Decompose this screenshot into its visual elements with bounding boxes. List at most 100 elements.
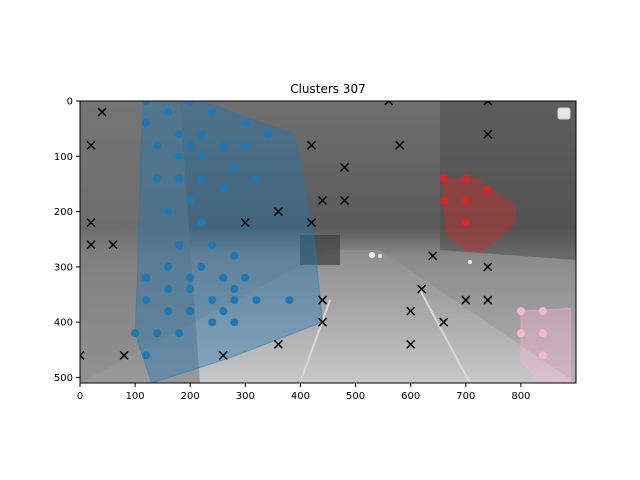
noise-point (483, 262, 493, 272)
noise-marker-stroke (218, 350, 228, 360)
noise-marker-stroke (483, 295, 493, 305)
cluster-2-point (439, 174, 448, 183)
noise-point (306, 218, 316, 228)
x-tick-label: 300 (236, 391, 255, 402)
cluster-1-point (164, 285, 173, 293)
cluster-1-point (175, 240, 184, 249)
noise-marker-stroke (384, 101, 390, 106)
noise-marker-stroke (86, 140, 96, 150)
cluster-1-point (164, 207, 173, 216)
cluster-1-point (230, 251, 239, 260)
noise-marker-stroke (486, 101, 493, 106)
cluster-1-point (164, 108, 173, 117)
noise-marker-stroke (428, 251, 438, 261)
cluster-1-point (131, 329, 140, 338)
cluster-1-point (230, 318, 239, 327)
cluster-1-point (197, 174, 206, 183)
cluster-2-point (483, 185, 492, 194)
x-tick-label: 200 (181, 391, 200, 402)
noise-point (395, 140, 405, 150)
cluster-1-point (175, 174, 184, 183)
cluster-1-point (285, 296, 294, 305)
noise-point (483, 295, 493, 305)
noise-marker-stroke (395, 140, 405, 150)
cluster-1-point (252, 174, 261, 183)
noise-marker-stroke (483, 129, 493, 139)
y-tick-label: 200 (54, 207, 73, 218)
noise-point (406, 306, 416, 316)
noise-point (86, 218, 96, 228)
noise-marker-stroke (306, 140, 316, 150)
noise-point (461, 295, 471, 305)
noise-marker-stroke (387, 101, 394, 106)
cluster-1-point (164, 262, 173, 271)
cluster-1-point (230, 285, 239, 293)
noise-marker-stroke (483, 262, 493, 272)
noise-point (417, 284, 427, 294)
noise-point (119, 350, 129, 360)
cluster-1-point (142, 273, 151, 282)
noise-point (340, 195, 350, 206)
chart-title: Clusters 307 (290, 82, 366, 96)
noise-point (273, 207, 283, 217)
cluster-1-point (197, 130, 206, 139)
cluster-1-point (241, 141, 250, 150)
cluster-1-point (197, 218, 206, 227)
noise-marker-stroke (317, 317, 328, 327)
noise-point (483, 101, 493, 106)
noise-marker-stroke (340, 162, 350, 172)
cluster-1-point (186, 196, 195, 205)
cluster-1-point (186, 101, 195, 105)
noise-point (97, 107, 107, 117)
noise-marker-stroke (80, 354, 85, 360)
cluster-1-point (208, 296, 217, 305)
noise-point (317, 195, 328, 206)
cluster-3-point (538, 329, 547, 338)
cluster-1-point (164, 307, 173, 316)
noise-marker-stroke (417, 284, 427, 294)
y-axis: 0 100 200 300 400 500 (54, 97, 80, 384)
cluster-1-point (263, 130, 272, 139)
cluster-1-point (219, 307, 228, 316)
plot-area (80, 101, 576, 383)
cluster-3-point (516, 329, 525, 338)
cluster-1-point (230, 163, 239, 172)
noise-point (86, 240, 96, 250)
cluster-1-point (186, 307, 195, 316)
cluster-1-point (219, 273, 228, 282)
noise-point (108, 240, 118, 250)
noise-marker-stroke (86, 218, 96, 228)
cluster-1-point (142, 351, 151, 360)
cluster-1-point (186, 285, 195, 293)
cluster-1-point (197, 152, 206, 161)
noise-point (428, 251, 438, 261)
cluster-hull-1 (134, 101, 324, 383)
cluster-3-point (538, 307, 547, 316)
cluster-1-point (153, 174, 162, 183)
noise-marker-stroke (240, 218, 250, 228)
cluster-1-point (252, 296, 261, 305)
cluster-1-point (208, 108, 217, 117)
cluster-1-point (241, 119, 250, 128)
cluster-2-point (461, 174, 470, 183)
noise-marker-stroke (483, 101, 489, 106)
cluster-1-point (186, 141, 195, 150)
noise-point (218, 350, 228, 360)
noise-marker-stroke (97, 107, 107, 117)
y-tick-label: 0 (67, 97, 73, 108)
cluster-2-point (439, 196, 448, 205)
legend-box (557, 107, 571, 120)
cluster-1-point (197, 262, 206, 271)
noise-point (240, 218, 250, 228)
plot-frame (79, 100, 577, 384)
cluster-1-point (142, 119, 151, 128)
y-tick-label: 300 (54, 262, 73, 273)
noise-point (306, 140, 316, 150)
noise-marker-stroke (406, 306, 416, 316)
noise-marker-stroke (108, 240, 118, 250)
cluster-3-point (538, 351, 547, 360)
y-tick-label: 400 (54, 318, 73, 329)
cluster-1-point (241, 273, 250, 282)
cluster-3-point (516, 307, 525, 316)
